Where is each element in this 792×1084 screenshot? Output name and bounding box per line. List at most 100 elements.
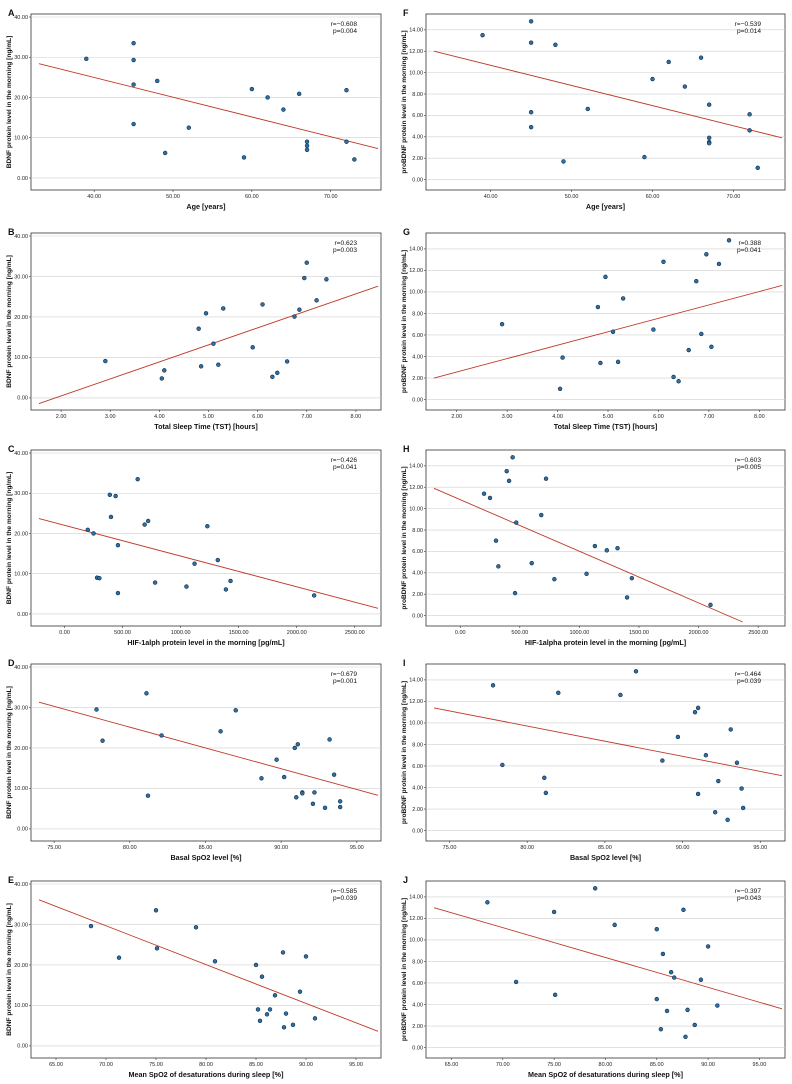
data-point — [352, 157, 357, 162]
data-point — [513, 979, 519, 985]
data-point — [233, 708, 238, 713]
data-point — [481, 491, 487, 496]
regression-line — [38, 701, 379, 796]
data-point — [221, 306, 226, 311]
panel-a: A 0.00 10.00 20.00 30.00 40.00 40.00 50.00 60.00… — [6, 8, 382, 211]
x-tick-label: 2500.00 — [345, 630, 365, 636]
data-point — [703, 753, 709, 758]
data-point — [552, 992, 558, 998]
y-tick-label: 2.00 — [412, 807, 423, 813]
p-value: p=0.014 — [737, 28, 761, 35]
y-tick-label: 0.00 — [412, 177, 423, 183]
y-axis-label: proBDNF protein level in the morning [ng… — [401, 30, 408, 173]
data-point — [91, 531, 96, 536]
data-point — [528, 109, 534, 115]
y-tick-label: 30.00 — [14, 491, 28, 497]
y-tick-label: 2.00 — [412, 156, 423, 162]
data-point — [304, 147, 310, 152]
y-tick-label: 10.00 — [409, 506, 423, 512]
data-point — [300, 791, 305, 796]
data-point — [153, 908, 159, 913]
data-point — [152, 580, 158, 585]
data-point — [304, 260, 309, 265]
data-point — [539, 512, 544, 518]
y-tick-label: 4.00 — [412, 135, 423, 141]
data-point — [284, 359, 290, 364]
y-tick-label: 10.00 — [14, 786, 28, 792]
data-point — [203, 311, 209, 316]
data-point — [633, 669, 639, 674]
data-point — [259, 776, 264, 781]
data-point — [726, 238, 732, 243]
data-point — [259, 974, 265, 979]
r-value: r=−0.608 — [331, 21, 358, 28]
data-point — [699, 331, 704, 337]
panel-letter: G — [403, 227, 410, 237]
panel-g: G 0.00 2.00 4.00 6.00 8.00 10.00 12.00 14.00 2.00… — [401, 227, 786, 431]
x-tick-label: 4.00 — [552, 414, 563, 420]
panel-h: H 0.00 2.00 4.00 6.00 8.00 10.00 12.00 14.00 0.00… — [401, 444, 786, 647]
data-point — [196, 326, 201, 331]
x-tick-label: 6.00 — [653, 414, 664, 420]
regression-line — [38, 63, 379, 150]
y-tick-label: 12.00 — [409, 49, 423, 55]
x-tick-label: 80.00 — [199, 1062, 213, 1068]
data-point — [592, 543, 598, 549]
p-value: p=0.005 — [737, 464, 761, 471]
panel-i: I 0.00 2.00 4.00 6.00 8.00 10.00 12.00 14.00 75.0… — [401, 658, 786, 862]
data-point — [668, 970, 674, 975]
y-tick-label: 0.00 — [17, 827, 28, 833]
y-tick-label: 20.00 — [14, 963, 28, 969]
data-point — [144, 691, 149, 696]
data-point — [257, 1018, 263, 1024]
data-point — [296, 91, 302, 97]
x-tick-label: 1500.00 — [629, 630, 649, 636]
x-tick-label: 90.00 — [701, 1062, 715, 1068]
data-point — [310, 801, 316, 807]
data-point — [692, 1022, 697, 1028]
data-point — [294, 795, 299, 800]
data-point — [496, 564, 501, 569]
data-point — [728, 727, 733, 732]
data-point — [706, 135, 712, 141]
panel-letter: F — [403, 8, 409, 18]
data-point — [272, 993, 278, 998]
x-tick-label: 95.00 — [350, 845, 364, 851]
regression-line — [433, 285, 783, 379]
x-tick-label: 80.00 — [520, 845, 534, 851]
y-tick-label: 30.00 — [14, 922, 28, 928]
y-tick-label: 0.00 — [412, 828, 423, 834]
panel-j: J 0.00 2.00 4.00 6.00 8.00 10.00 12.00 14.00 65.0… — [401, 875, 786, 1079]
y-axis-label: BDNF protein level in the morning [ng/mL… — [6, 903, 13, 1036]
data-point — [283, 1011, 289, 1016]
x-tick-label: 85.00 — [650, 1062, 664, 1068]
y-tick-label: 2.00 — [412, 1024, 423, 1030]
data-point — [159, 376, 165, 381]
y-tick-label: 6.00 — [412, 764, 423, 770]
x-tick-label: 75.00 — [443, 845, 457, 851]
y-tick-label: 6.00 — [412, 333, 423, 339]
data-point — [145, 518, 151, 524]
x-axis-label: Basal SpO2 level [%] — [170, 853, 241, 862]
plot-frame — [425, 663, 786, 842]
data-point — [658, 1027, 664, 1032]
x-tick-label: 65.00 — [49, 1062, 63, 1068]
regression-line — [38, 285, 379, 404]
x-tick-label: 2500.00 — [748, 630, 768, 636]
data-point — [681, 907, 686, 913]
x-tick-label: 5.00 — [603, 414, 614, 420]
data-point — [337, 804, 343, 810]
y-tick-label: 6.00 — [412, 113, 423, 119]
data-point — [664, 1008, 670, 1014]
y-tick-label: 4.00 — [412, 571, 423, 577]
data-point — [159, 733, 164, 738]
x-axis-label: Age [years] — [186, 202, 225, 211]
data-point — [553, 42, 558, 48]
x-tick-label: 65.00 — [445, 1062, 459, 1068]
x-tick-label: 70.00 — [99, 1062, 113, 1068]
x-tick-label: 1000.00 — [171, 630, 191, 636]
data-point — [292, 745, 297, 751]
y-tick-label: 0.00 — [412, 1045, 423, 1051]
data-point — [223, 587, 229, 592]
data-point — [692, 709, 698, 715]
